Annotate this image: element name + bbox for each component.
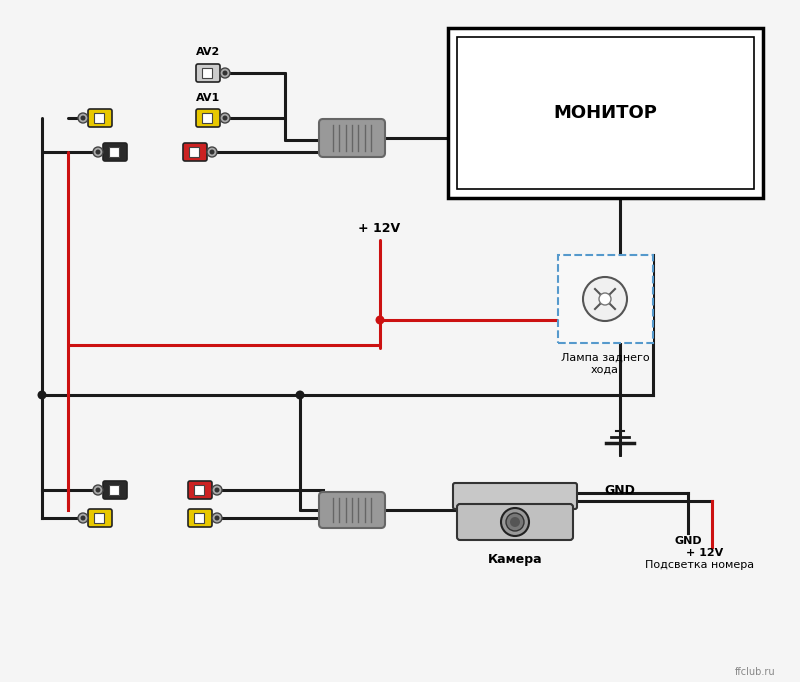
Circle shape (207, 147, 217, 157)
Circle shape (214, 516, 219, 520)
Circle shape (506, 513, 524, 531)
Polygon shape (457, 37, 754, 189)
Text: Подсветка номера: Подсветка номера (646, 560, 754, 570)
Circle shape (222, 115, 227, 121)
Circle shape (95, 149, 101, 155)
FancyBboxPatch shape (196, 64, 220, 82)
FancyBboxPatch shape (196, 109, 220, 127)
Circle shape (212, 513, 222, 523)
FancyBboxPatch shape (109, 147, 119, 157)
FancyBboxPatch shape (188, 481, 212, 499)
Circle shape (510, 517, 520, 527)
Circle shape (212, 485, 222, 495)
FancyBboxPatch shape (189, 147, 199, 157)
Text: Лампа заднего
хода: Лампа заднего хода (561, 353, 650, 374)
FancyBboxPatch shape (94, 513, 104, 523)
Circle shape (295, 391, 305, 400)
Text: AV2: AV2 (196, 47, 220, 57)
Circle shape (220, 113, 230, 123)
Text: GND: GND (605, 484, 635, 496)
FancyBboxPatch shape (103, 481, 127, 499)
Circle shape (222, 70, 227, 76)
Text: + 12V: + 12V (358, 222, 400, 235)
FancyBboxPatch shape (202, 113, 212, 123)
FancyBboxPatch shape (88, 109, 112, 127)
Circle shape (81, 516, 86, 520)
FancyBboxPatch shape (88, 509, 112, 527)
FancyBboxPatch shape (202, 68, 212, 78)
Text: AV1: AV1 (196, 93, 220, 103)
FancyBboxPatch shape (453, 483, 577, 509)
Circle shape (501, 508, 529, 536)
FancyBboxPatch shape (103, 143, 127, 161)
FancyBboxPatch shape (183, 143, 207, 161)
Text: МОНИТОР: МОНИТОР (553, 104, 657, 122)
FancyBboxPatch shape (194, 485, 204, 495)
Circle shape (375, 316, 385, 325)
Circle shape (599, 293, 611, 305)
Text: Камера: Камера (488, 552, 542, 565)
FancyBboxPatch shape (457, 504, 573, 540)
FancyBboxPatch shape (558, 255, 653, 343)
Text: + 12V: + 12V (686, 548, 724, 558)
Circle shape (214, 488, 219, 492)
FancyBboxPatch shape (319, 492, 385, 528)
Text: GND: GND (674, 536, 702, 546)
FancyBboxPatch shape (319, 119, 385, 157)
Text: ffclub.ru: ffclub.ru (734, 667, 775, 677)
Circle shape (81, 115, 86, 121)
FancyBboxPatch shape (194, 513, 204, 523)
Circle shape (220, 68, 230, 78)
Circle shape (93, 147, 103, 157)
Circle shape (78, 113, 88, 123)
Circle shape (583, 277, 627, 321)
Circle shape (95, 488, 101, 492)
FancyBboxPatch shape (109, 485, 119, 495)
Polygon shape (448, 28, 763, 198)
Circle shape (93, 485, 103, 495)
FancyBboxPatch shape (94, 113, 104, 123)
FancyBboxPatch shape (188, 509, 212, 527)
Circle shape (38, 391, 46, 400)
Circle shape (78, 513, 88, 523)
Circle shape (210, 149, 214, 155)
